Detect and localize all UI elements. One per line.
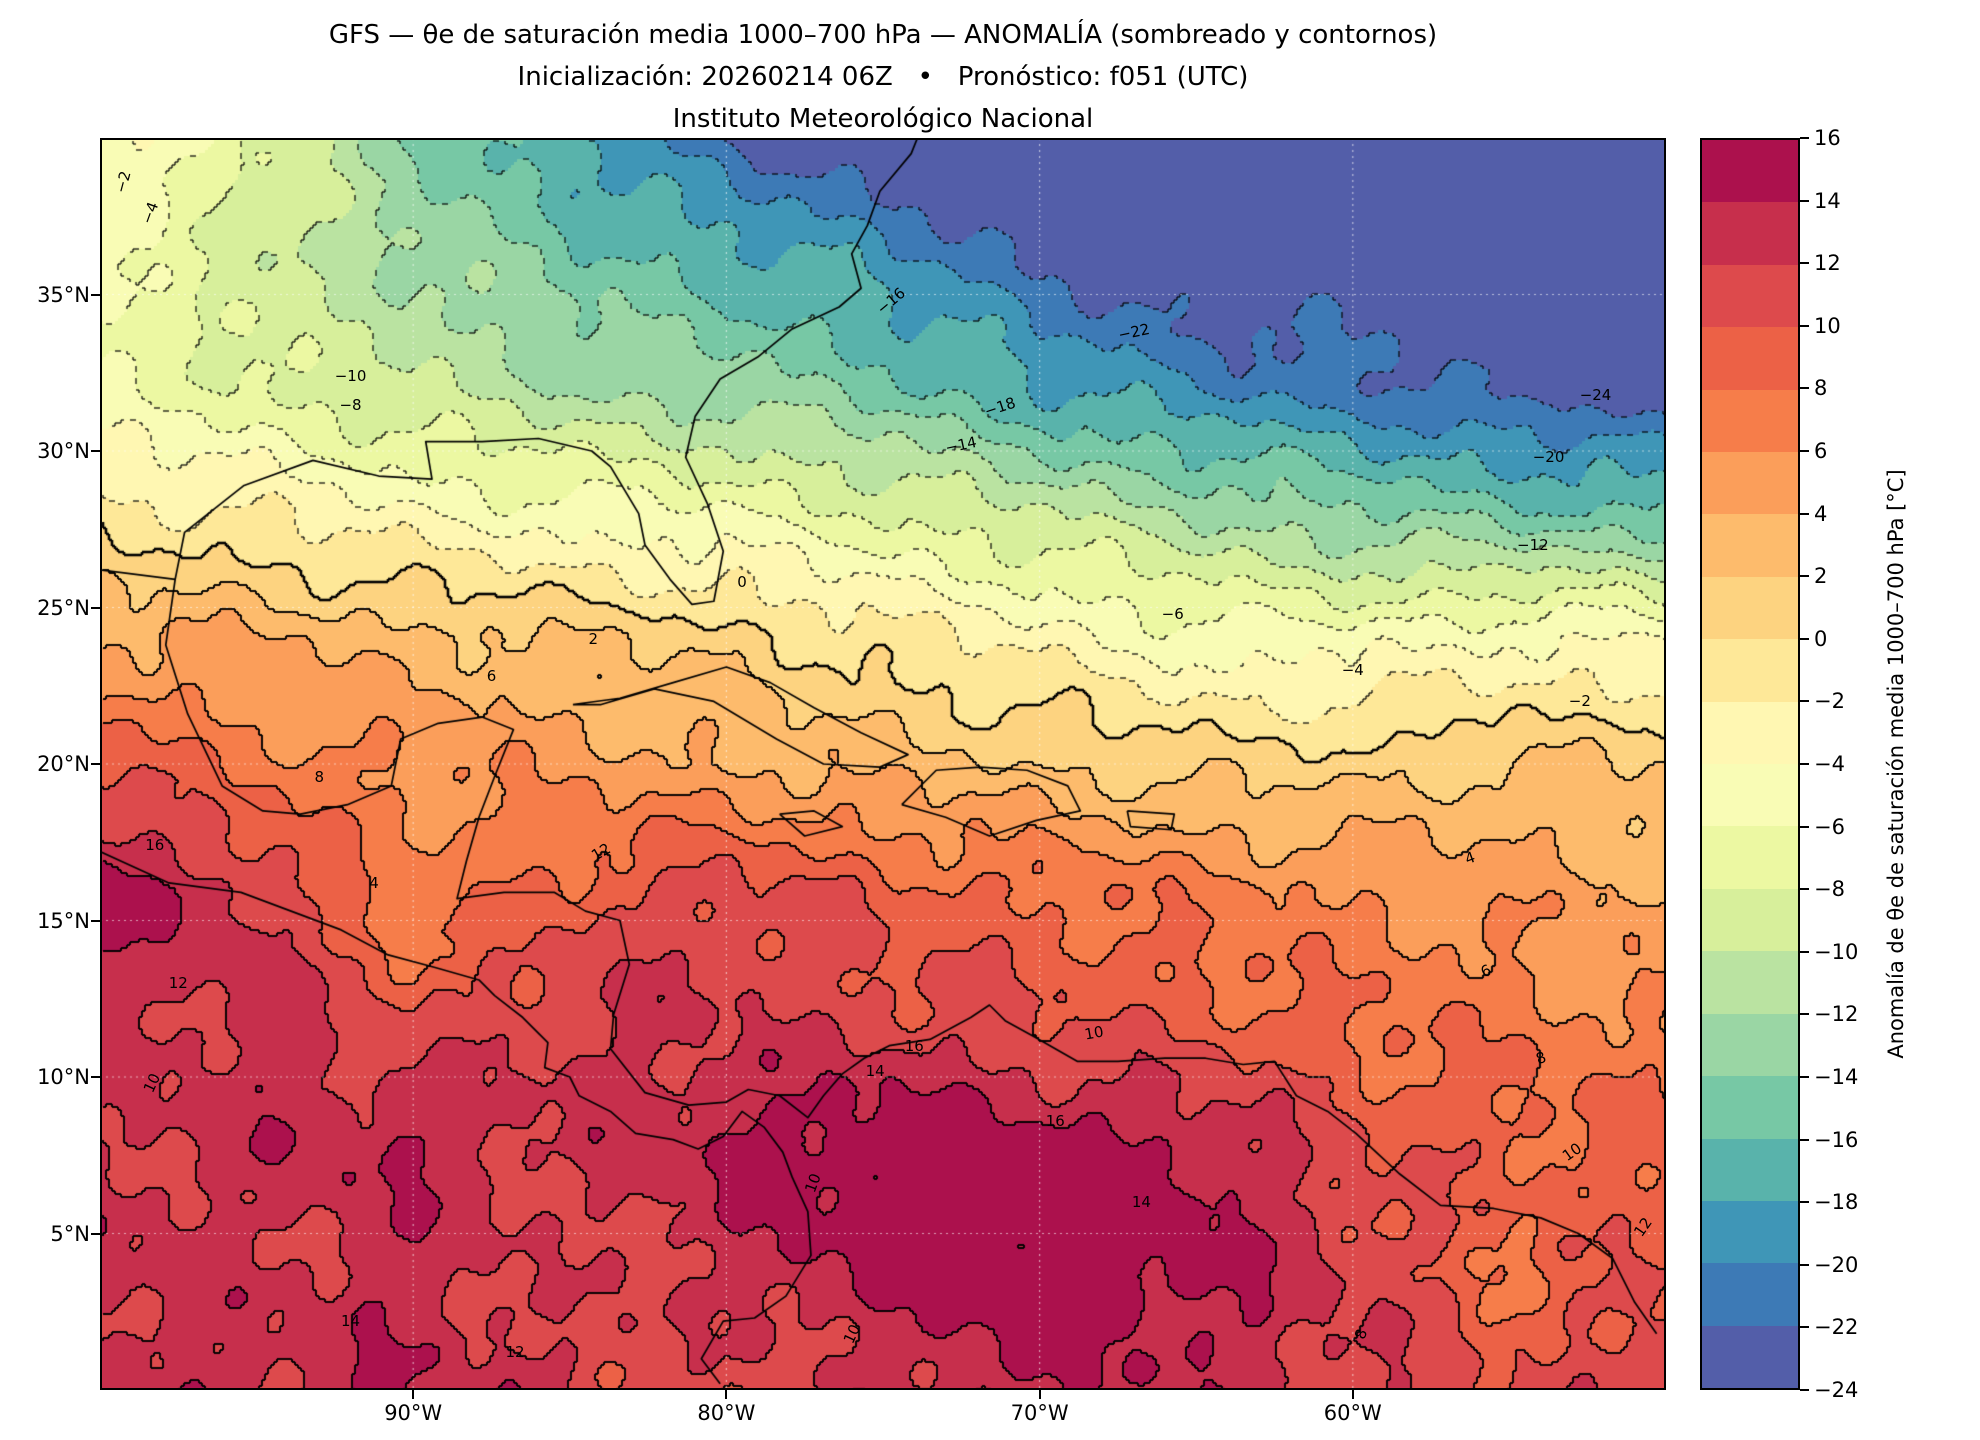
colorbar-cell xyxy=(1702,140,1798,203)
colorbar-tick-label: −14 xyxy=(1814,1065,1859,1089)
colorbar-tick-mark xyxy=(1800,1326,1809,1329)
x-axis-tick-mark xyxy=(725,1390,728,1399)
colorbar-axis-label: Anomalía de θe de saturación media 1000–… xyxy=(1884,469,1908,1059)
colorbar-tick-label: −6 xyxy=(1814,814,1845,839)
colorbar-cell xyxy=(1702,701,1798,765)
colorbar-tick-mark xyxy=(1800,324,1809,327)
colorbar-cell xyxy=(1702,202,1798,265)
y-axis-tick-label: 25°N xyxy=(37,595,90,620)
colorbar-cell xyxy=(1702,514,1798,577)
y-axis-tick-label: 30°N xyxy=(37,439,90,463)
colorbar-tick-mark xyxy=(1800,950,1809,953)
y-axis-tick-mark xyxy=(91,1232,100,1235)
y-axis-tick-mark xyxy=(91,1076,100,1078)
colorbar-cell xyxy=(1702,1013,1798,1077)
colorbar-cell xyxy=(1702,1200,1798,1264)
colorbar-tick-mark xyxy=(1800,1201,1809,1204)
y-axis-tick-mark xyxy=(91,606,100,609)
colorbar-tick-label: 8 xyxy=(1814,376,1828,401)
colorbar-tick-label: 4 xyxy=(1814,501,1828,526)
colorbar-tick-label: −2 xyxy=(1814,689,1845,714)
colorbar-tick-mark xyxy=(1800,763,1809,765)
colorbar-tick-label: 14 xyxy=(1814,188,1841,213)
colorbar-tick-mark xyxy=(1800,825,1809,828)
x-axis-tick-label: 80°W xyxy=(697,1401,756,1425)
colorbar-cell xyxy=(1702,1138,1798,1201)
colorbar-cell xyxy=(1702,1325,1798,1389)
x-axis-tick-mark xyxy=(1038,1390,1041,1399)
chart-subtitle-institution: Instituto Meteorológico Nacional xyxy=(672,104,1094,134)
x-axis-tick-label: 60°W xyxy=(1323,1401,1382,1425)
colorbar-cell xyxy=(1702,826,1798,889)
colorbar-tick-mark xyxy=(1800,1263,1809,1266)
y-axis-tick-label: 15°N xyxy=(37,908,90,933)
colorbar-cell xyxy=(1702,389,1798,453)
colorbar-tick-label: 2 xyxy=(1814,564,1828,589)
colorbar-tick-mark xyxy=(1800,575,1809,578)
colorbar-cell xyxy=(1702,452,1798,515)
colorbar-tick-mark xyxy=(1800,137,1809,139)
colorbar-tick-label: −22 xyxy=(1814,1315,1859,1340)
colorbar-tick-mark xyxy=(1800,1138,1809,1141)
chart-title: GFS — θe de saturación media 1000–700 hP… xyxy=(328,20,1438,50)
y-axis-tick-label: 10°N xyxy=(37,1065,90,1089)
colorbar-cell xyxy=(1702,764,1798,827)
x-axis-tick-label: 90°W xyxy=(384,1401,443,1425)
colorbar-tick-mark xyxy=(1800,1076,1809,1078)
colorbar-tick-label: 16 xyxy=(1814,126,1841,150)
colorbar-tick-mark xyxy=(1800,1389,1809,1391)
colorbar-tick-label: 6 xyxy=(1814,439,1828,463)
colorbar-cell xyxy=(1702,1263,1798,1326)
chart-subtitle-init-forecast: Inicialización: 20260214 06Z • Pronóstic… xyxy=(517,62,1249,92)
colorbar-tick-label: −8 xyxy=(1814,877,1845,902)
colorbar-cell xyxy=(1702,888,1798,952)
colorbar-tick-label: −20 xyxy=(1814,1252,1859,1277)
y-axis-tick-label: 5°N xyxy=(50,1221,90,1246)
colorbar-tick-mark xyxy=(1800,387,1809,390)
colorbar-cell xyxy=(1702,1076,1798,1139)
x-axis-tick-mark xyxy=(1351,1390,1354,1399)
x-axis-tick-mark xyxy=(412,1390,415,1399)
colorbar-tick-label: −10 xyxy=(1814,939,1859,964)
colorbar-tick-mark xyxy=(1800,512,1809,515)
colorbar-tick-mark xyxy=(1800,700,1809,703)
y-axis-tick-mark xyxy=(91,919,100,922)
anomaly-contour-map-canvas xyxy=(100,138,1666,1390)
colorbar-tick-label: −18 xyxy=(1814,1190,1859,1215)
colorbar-tick-label: 0 xyxy=(1814,626,1828,651)
y-axis-tick-label: 35°N xyxy=(37,282,90,307)
colorbar-tick-mark xyxy=(1800,1013,1809,1016)
y-axis-tick-label: 20°N xyxy=(37,752,90,776)
colorbar-tick-label: 12 xyxy=(1814,251,1841,276)
colorbar xyxy=(1700,138,1800,1390)
colorbar-tick-mark xyxy=(1800,888,1809,891)
colorbar-tick-mark xyxy=(1800,262,1809,265)
colorbar-tick-label: −16 xyxy=(1814,1127,1859,1152)
y-axis-tick-mark xyxy=(91,293,100,296)
map-plot-area: −2 −4 −16 −22 −24 −18 −14 −20 −10 −8 −12 0 −6 2 −4 6 −2 8… xyxy=(100,138,1666,1390)
colorbar-cell xyxy=(1702,951,1798,1014)
colorbar-cell xyxy=(1702,639,1798,702)
colorbar-tick-label: 10 xyxy=(1814,313,1841,338)
colorbar-cell xyxy=(1702,264,1798,328)
y-axis-tick-mark xyxy=(91,450,100,452)
colorbar-tick-mark xyxy=(1800,450,1809,452)
y-axis-tick-mark xyxy=(91,763,100,765)
colorbar-tick-label: −12 xyxy=(1814,1002,1859,1027)
colorbar-tick-label: −4 xyxy=(1814,752,1845,776)
colorbar-cell xyxy=(1702,327,1798,390)
colorbar-tick-mark xyxy=(1800,199,1809,202)
colorbar-tick-mark xyxy=(1800,637,1809,640)
x-axis-tick-label: 70°W xyxy=(1010,1401,1069,1425)
colorbar-tick-label: −24 xyxy=(1814,1378,1859,1402)
colorbar-cell xyxy=(1702,576,1798,640)
